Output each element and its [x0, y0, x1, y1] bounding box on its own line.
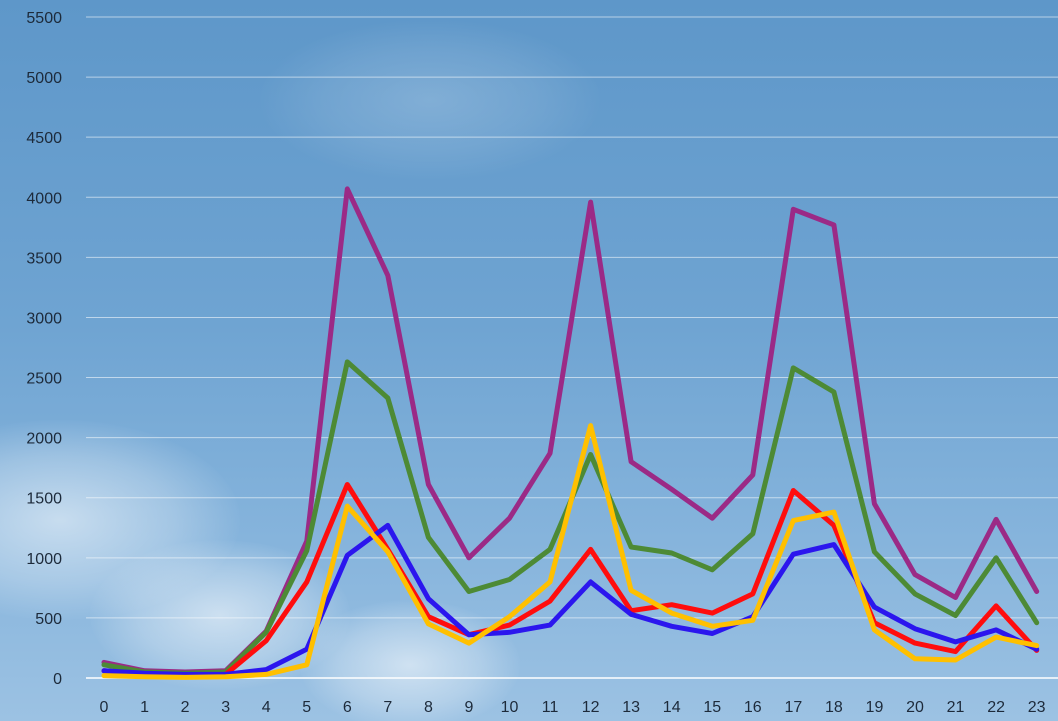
series-line-5: [101, 423, 1040, 680]
series-line-4: [101, 522, 1040, 677]
x-tick-label: 14: [663, 699, 681, 716]
x-axis-tick-labels: 0 1 2 3 4 5 6 7 8 9 10 11 12 13 14 15 16 17 18 19 20 21 22 23: [100, 699, 1046, 716]
y-tick-label: 0: [53, 671, 62, 688]
y-tick-label: 4000: [26, 190, 62, 207]
x-tick-label: 13: [622, 699, 640, 716]
x-tick-label: 12: [582, 699, 600, 716]
x-tick-label: 22: [987, 699, 1005, 716]
x-tick-label: 10: [501, 699, 519, 716]
y-tick-label: 1500: [26, 491, 62, 508]
series-line-3: [101, 482, 1040, 679]
x-tick-label: 11: [542, 699, 559, 716]
y-tick-label: 2500: [26, 371, 62, 388]
series-line-2: [101, 359, 1040, 676]
x-tick-label: 16: [744, 699, 762, 716]
x-tick-label: 3: [221, 699, 230, 716]
x-tick-label: 9: [464, 699, 473, 716]
y-tick-label: 5500: [26, 10, 62, 27]
background-cloud: [300, 600, 520, 721]
x-tick-label: 0: [100, 699, 109, 716]
x-tick-label: 17: [784, 699, 802, 716]
x-tick-label: 18: [825, 699, 843, 716]
series-lines: [101, 186, 1040, 680]
x-tick-label: 1: [140, 699, 149, 716]
x-tick-label: 19: [866, 699, 884, 716]
y-tick-label: 4500: [26, 130, 62, 147]
y-tick-label: 3000: [26, 310, 62, 327]
y-axis-tick-labels: 0 500 1000 1500 2000 2500 3000 3500 4000 4500 5000…: [26, 10, 62, 688]
x-tick-label: 5: [302, 699, 311, 716]
x-tick-label: 4: [262, 699, 271, 716]
x-tick-label: 2: [181, 699, 190, 716]
gridlines: [86, 16, 1058, 679]
series-line-1: [101, 186, 1040, 675]
y-tick-label: 1000: [26, 551, 62, 568]
x-tick-label: 8: [424, 699, 433, 716]
x-tick-label: 21: [947, 699, 965, 716]
y-tick-label: 5000: [26, 70, 62, 87]
background-cloud: [260, 20, 600, 180]
x-tick-label: 23: [1028, 699, 1046, 716]
x-tick-label: 7: [383, 699, 392, 716]
x-tick-label: 6: [343, 699, 352, 716]
y-tick-label: 2000: [26, 431, 62, 448]
x-tick-label: 15: [703, 699, 721, 716]
y-tick-label: 500: [35, 611, 62, 628]
x-tick-label: 20: [906, 699, 924, 716]
y-tick-label: 3500: [26, 250, 62, 267]
